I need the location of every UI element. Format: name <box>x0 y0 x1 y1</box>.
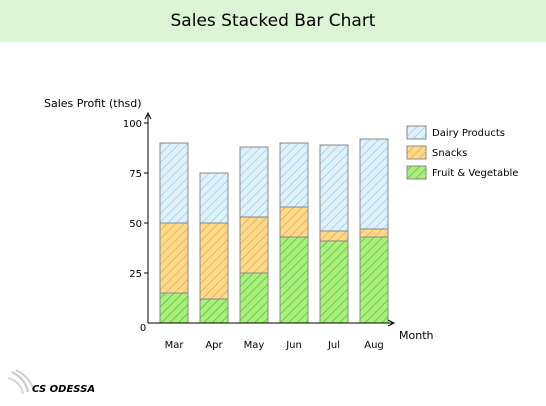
bar-mar-snacks <box>159 222 189 294</box>
bar-may-dairy-products <box>239 146 269 218</box>
bar-jul-fruit-vegetable <box>319 240 349 324</box>
y-axis-label: Sales Profit (thsd) <box>44 97 142 110</box>
x-tick-label: Mar <box>165 340 185 351</box>
x-tick-label: Aug <box>364 340 384 351</box>
legend-label: Snacks <box>432 148 467 159</box>
bar-apr-snacks <box>199 222 229 300</box>
x-axis-arrow <box>387 319 396 327</box>
legend-swatch <box>406 165 427 180</box>
bar-may-fruit-vegetable <box>239 272 269 324</box>
bar-may-snacks <box>239 216 269 274</box>
bar-jul-dairy-products <box>319 144 349 232</box>
x-axis-label: Month <box>399 329 434 342</box>
axes-group: 25 50 75 100 <box>123 111 396 327</box>
bar-apr-fruit-vegetable <box>199 298 229 324</box>
legend-label: Dairy Products <box>432 128 505 139</box>
y-tick-label: 50 <box>129 219 142 230</box>
cs-odessa-logo: CS ODESSA <box>6 368 96 398</box>
bar-jun-dairy-products <box>279 142 309 208</box>
bar-aug-fruit-vegetable <box>359 236 389 324</box>
x-tick-label: May <box>244 340 265 351</box>
x-tick-label: Apr <box>205 340 223 351</box>
bars-group: Mar Apr May Jun Jul Aug <box>159 138 389 351</box>
legend-swatch <box>406 145 427 160</box>
bar-jun-snacks <box>279 206 309 238</box>
bar-apr-dairy-products <box>199 172 229 224</box>
origin-label: 0 <box>140 323 146 334</box>
bar-jun-fruit-vegetable <box>279 236 309 324</box>
legend: Dairy Products Snacks Fruit & Vegetable <box>406 125 518 180</box>
watermark-text: CS ODESSA <box>32 384 95 395</box>
y-tick-label: 100 <box>123 119 142 130</box>
y-tick-label: 25 <box>129 269 142 280</box>
bar-aug-snacks <box>359 228 389 238</box>
bar-mar-fruit-vegetable <box>159 292 189 324</box>
x-tick-label: Jul <box>327 340 340 351</box>
bar-jul-snacks <box>319 230 349 242</box>
chart-title: Sales Stacked Bar Chart <box>170 11 376 31</box>
y-tick-label: 75 <box>129 169 142 180</box>
x-tick-label: Jun <box>285 340 302 351</box>
legend-label: Fruit & Vegetable <box>432 168 518 179</box>
legend-swatch <box>406 125 427 140</box>
title-band: Sales Stacked Bar Chart <box>0 0 546 42</box>
y-axis-arrow <box>144 111 152 120</box>
bar-mar-dairy-products <box>159 142 189 224</box>
bar-aug-dairy-products <box>359 138 389 230</box>
